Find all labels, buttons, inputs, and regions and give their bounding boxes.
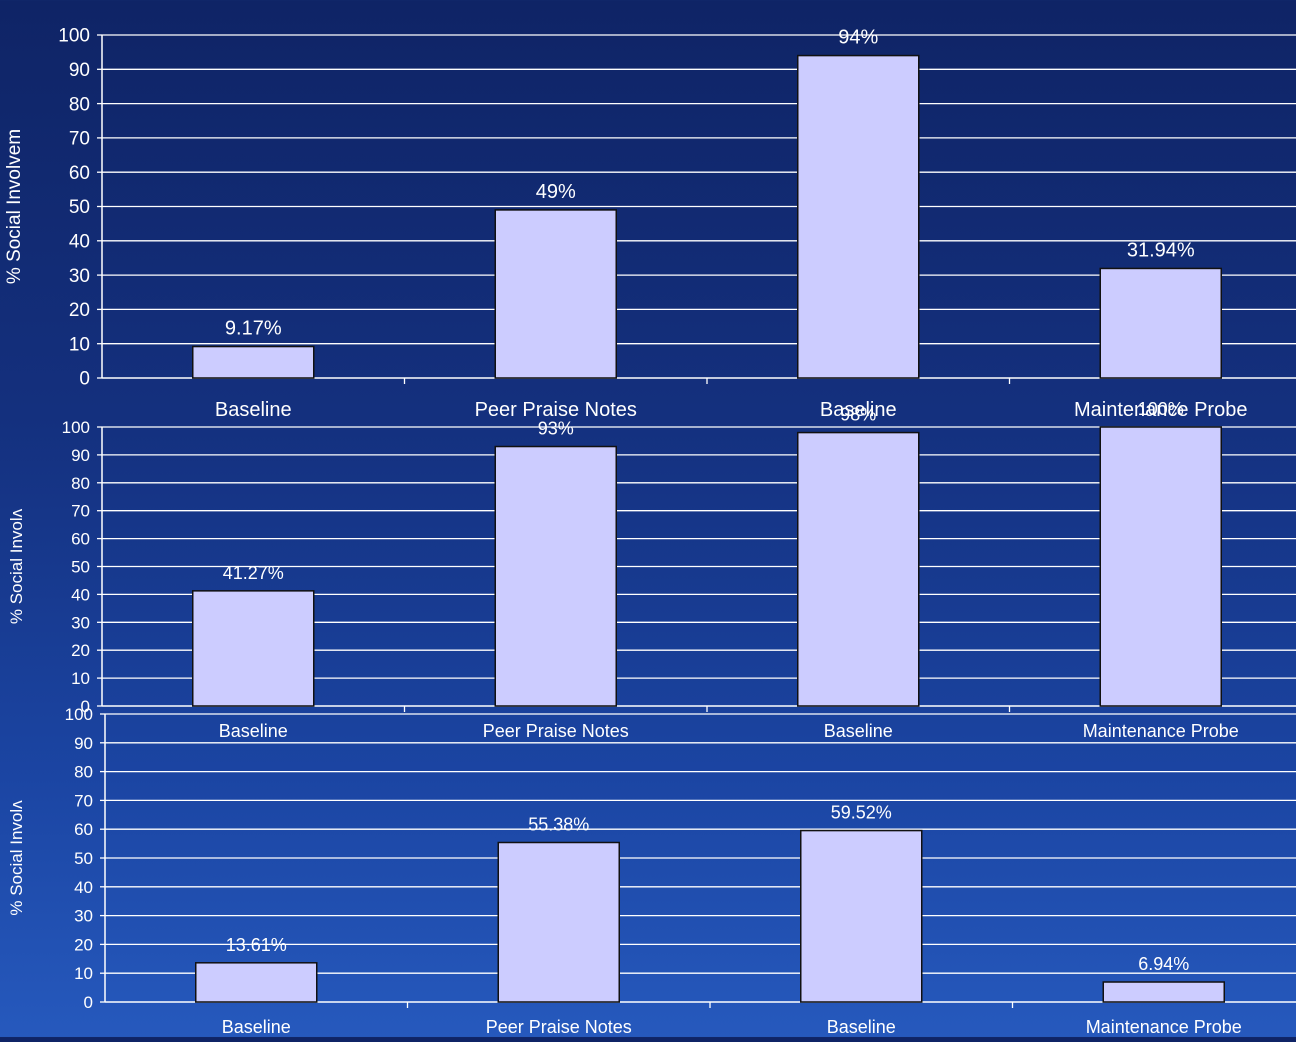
y-tick-label: 70: [74, 791, 93, 810]
y-tick-label: 40: [71, 585, 90, 604]
data-label: 93%: [538, 419, 574, 439]
category-label: Peer Praise Notes: [486, 1017, 632, 1037]
y-tick-label: 20: [74, 935, 93, 954]
y-tick-label: 100: [58, 26, 90, 47]
bar: [1099, 267, 1222, 379]
y-tick-label: 0: [84, 993, 93, 1012]
y-tick-label: 0: [79, 369, 90, 390]
y-tick-label: 30: [69, 266, 90, 287]
category-label: Peer Praise Notes: [475, 399, 637, 421]
y-tick-label: 60: [74, 820, 93, 839]
y-tick-label: 10: [69, 334, 90, 355]
y-tick-label: 90: [74, 734, 93, 753]
y-tick-label: 70: [71, 502, 90, 521]
bar: [1099, 426, 1222, 707]
bar: [497, 841, 620, 1003]
data-label: 9.17%: [225, 318, 282, 340]
data-label: 13.61%: [226, 935, 287, 955]
bar: [494, 209, 617, 379]
category-label: Maintenance Probe: [1074, 399, 1247, 421]
y-axis-title: % Social Involʌ: [7, 800, 26, 916]
y-tick-label: 20: [71, 641, 90, 660]
y-tick-label: 70: [69, 129, 90, 150]
data-label: 98%: [840, 405, 876, 425]
category-label: Baseline: [222, 1017, 291, 1037]
y-tick-label: 100: [65, 705, 93, 724]
data-label: 100%: [1138, 399, 1184, 419]
data-label: 55.38%: [528, 815, 589, 835]
category-label: Baseline: [215, 399, 292, 421]
y-tick-label: 60: [69, 163, 90, 184]
y-tick-label: 100: [62, 418, 90, 437]
y-tick-label: 40: [69, 231, 90, 252]
data-label: 41.27%: [223, 563, 284, 583]
y-tick-label: 80: [69, 94, 90, 115]
data-label: 6.94%: [1138, 954, 1189, 974]
bar: [192, 590, 315, 707]
y-tick-label: 40: [74, 878, 93, 897]
category-label: Baseline: [820, 399, 897, 421]
bar: [494, 445, 617, 707]
bar: [800, 829, 923, 1003]
data-label: 49%: [536, 181, 576, 203]
y-tick-label: 80: [74, 763, 93, 782]
bar: [195, 962, 318, 1003]
bar: [797, 431, 920, 707]
y-tick-label: 50: [69, 197, 90, 218]
category-label: Peer Praise Notes: [483, 721, 629, 741]
y-tick-label: 10: [74, 964, 93, 983]
y-axis-title: % Social Involvem: [4, 129, 25, 284]
y-tick-label: 10: [71, 669, 90, 688]
y-tick-label: 30: [71, 613, 90, 632]
y-tick-label: 90: [69, 60, 90, 81]
y-tick-label: 80: [71, 474, 90, 493]
y-axis-title: % Social Involʌ: [7, 508, 26, 624]
bar: [797, 54, 920, 379]
bar: [192, 345, 315, 379]
data-label: 94%: [838, 27, 878, 49]
data-label: 31.94%: [1127, 239, 1195, 261]
bar: [1102, 981, 1225, 1003]
category-label: Baseline: [827, 1017, 896, 1037]
y-tick-label: 50: [71, 557, 90, 576]
y-tick-label: 90: [71, 446, 90, 465]
y-tick-label: 0: [81, 697, 90, 716]
category-label: Baseline: [219, 721, 288, 741]
category-label: Baseline: [824, 721, 893, 741]
y-tick-label: 20: [69, 300, 90, 321]
y-tick-label: 50: [74, 849, 93, 868]
category-label: Maintenance Probe: [1083, 721, 1239, 741]
category-label: Maintenance Probe: [1086, 1017, 1242, 1037]
y-tick-label: 30: [74, 907, 93, 926]
data-label: 59.52%: [831, 803, 892, 823]
y-tick-label: 60: [71, 530, 90, 549]
